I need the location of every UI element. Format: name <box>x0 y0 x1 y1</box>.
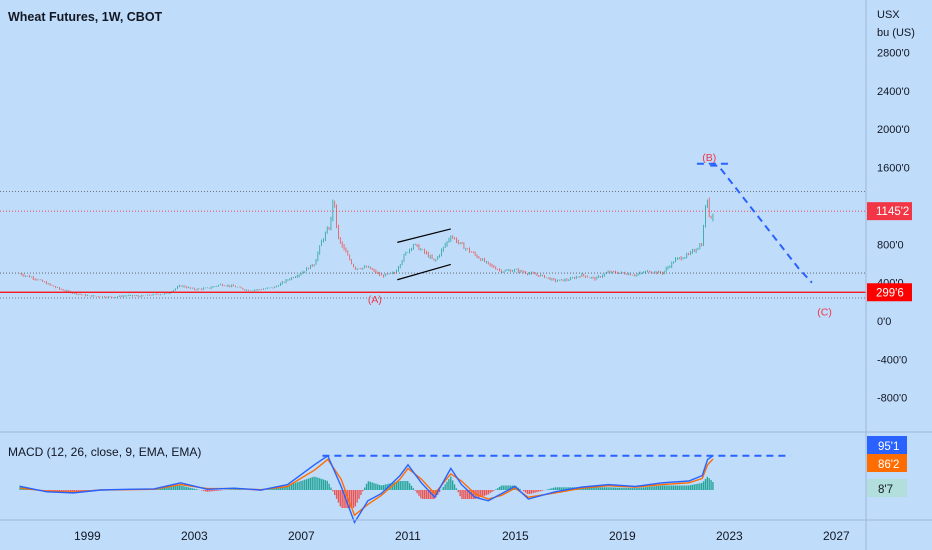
price-pane[interactable] <box>19 197 714 299</box>
histogram-value-badge <box>867 479 907 497</box>
signal-value-badge <box>867 454 907 472</box>
price-badge-label: 299'6 <box>876 287 904 299</box>
price-badge <box>867 202 912 221</box>
wave-label: (C) <box>817 306 832 318</box>
y-tick-label: 800'0 <box>877 239 904 251</box>
chart-title: Wheat Futures, 1W, CBOT <box>8 10 163 24</box>
wave-label: (A) <box>368 294 382 306</box>
y-tick-label: 0'0 <box>877 316 891 328</box>
channel-upper-line[interactable] <box>397 228 451 243</box>
unit-label-line1: USX <box>877 9 900 21</box>
channel-lower-line[interactable] <box>397 263 451 281</box>
macd-indicator-label[interactable]: MACD (12, 26, close, 9, EMA, EMA) <box>8 445 201 459</box>
y-tick-label: 2400'0 <box>877 86 910 98</box>
macd-value-text: 95'1 <box>878 441 899 453</box>
price-badge <box>867 283 912 302</box>
y-tick-label: -400'0 <box>877 354 907 366</box>
wave-label: (B) <box>702 152 716 164</box>
x-tick-label: 2007 <box>288 529 315 543</box>
signal-line <box>20 458 714 517</box>
x-tick-label: 2015 <box>502 529 529 543</box>
wave-projection-line[interactable] <box>710 164 813 284</box>
y-tick-label: 2800'0 <box>877 47 910 59</box>
y-tick-label: 2000'0 <box>877 124 910 136</box>
x-tick-label: 2011 <box>395 529 421 543</box>
y-tick-label: 1600'0 <box>877 163 910 175</box>
price-badge-label: 1145'2 <box>876 206 909 218</box>
drawing-overlay[interactable]: (A) (B) (C) <box>0 152 866 318</box>
x-tick-label: 2023 <box>716 529 743 543</box>
macd-pane[interactable] <box>19 454 791 524</box>
signal-value-text: 86'2 <box>878 459 899 471</box>
y-tick-label: -800'0 <box>877 393 907 405</box>
x-tick-label: 2003 <box>181 529 208 543</box>
unit-label-line2: bu (US) <box>877 27 915 39</box>
x-tick-label: 2027 <box>823 529 850 543</box>
macd-line <box>19 454 714 524</box>
x-tick-label: 1999 <box>74 529 101 543</box>
histogram-value-text: 8'7 <box>878 484 893 496</box>
x-tick-label: 2019 <box>609 529 636 543</box>
macd-value-badge <box>867 436 907 454</box>
